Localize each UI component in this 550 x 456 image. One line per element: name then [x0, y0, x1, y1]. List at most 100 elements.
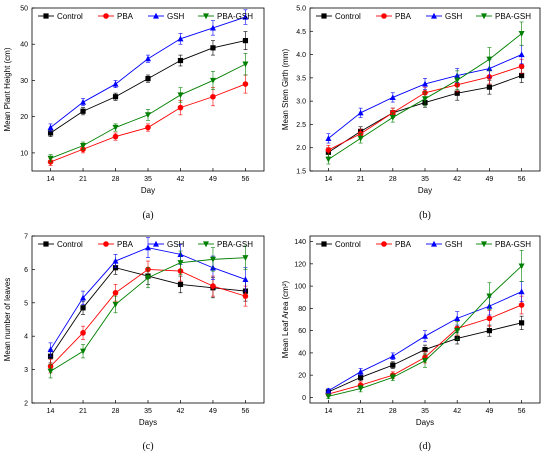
x-tick-label: 49	[486, 408, 494, 415]
y-tick-label: 3	[24, 367, 28, 374]
data-point	[80, 330, 86, 336]
x-tick-label: 56	[242, 408, 250, 415]
legend-marker	[103, 13, 109, 19]
y-tick-label: 3.5	[296, 75, 306, 82]
data-point	[80, 305, 86, 311]
legend-label: PBA	[395, 12, 412, 21]
data-point	[242, 38, 249, 44]
x-axis-label: Days	[416, 418, 434, 427]
data-point	[357, 135, 364, 142]
legend-marker	[103, 241, 109, 247]
y-axis-label: Mean Stem Girth (mm)	[281, 48, 290, 130]
data-point	[177, 35, 184, 42]
x-tick-label: 35	[421, 408, 429, 415]
series-gsh	[47, 9, 249, 132]
data-point	[177, 260, 184, 266]
x-tick-label: 21	[357, 408, 365, 415]
data-point	[210, 283, 216, 289]
legend-label: PBA-GSH	[217, 240, 253, 249]
data-point	[389, 94, 396, 101]
x-tick-label: 56	[518, 408, 526, 415]
data-point	[210, 45, 216, 51]
data-point	[177, 57, 184, 64]
x-tick-label: 49	[209, 408, 217, 415]
x-tick-label: 14	[325, 408, 333, 415]
data-point	[209, 77, 216, 84]
data-point	[112, 133, 119, 140]
y-tick-label: 7	[24, 234, 28, 241]
x-tick-label: 21	[79, 408, 87, 415]
data-point	[389, 353, 396, 359]
y-tick-label: 4.5	[296, 29, 306, 36]
y-tick-label: 50	[20, 6, 28, 13]
x-tick-label: 56	[518, 176, 526, 183]
data-point	[486, 328, 492, 334]
data-point	[80, 294, 87, 301]
data-point	[518, 31, 525, 37]
legend-label: PBA-GSH	[495, 240, 531, 249]
legend-marker	[431, 12, 437, 19]
legend-label: GSH	[167, 240, 185, 249]
data-point	[145, 124, 151, 131]
data-point	[422, 346, 428, 353]
data-point	[80, 98, 87, 105]
data-point	[145, 76, 151, 82]
data-point	[112, 124, 119, 131]
legend: Control PBA GSH PBA-GSH	[316, 240, 531, 249]
x-tick-label: 14	[47, 408, 55, 415]
legend-marker	[431, 240, 437, 247]
legend: Control PBA GSH PBA-GSH	[316, 12, 531, 21]
y-axis-label: Mean Plant Height (cm)	[3, 47, 12, 131]
y-tick-label: 120	[294, 261, 306, 268]
legend-marker	[153, 240, 159, 247]
data-point	[325, 156, 332, 163]
y-tick-label: 60	[298, 328, 306, 335]
y-tick-label: 2	[24, 401, 28, 408]
data-point	[518, 51, 525, 58]
plot-frame	[31, 7, 265, 172]
data-point	[518, 288, 525, 295]
x-tick-label: 14	[325, 176, 333, 183]
legend-label: Control	[335, 240, 361, 249]
data-point	[242, 255, 249, 261]
series-pba-gsh	[325, 250, 525, 400]
x-tick-label: 28	[389, 176, 397, 183]
legend-marker	[153, 12, 159, 19]
series-line	[50, 83, 246, 163]
y-tick-label: 5.0	[296, 6, 306, 13]
data-point	[518, 263, 525, 270]
x-tick-label: 49	[486, 176, 494, 183]
x-axis-label: Day	[141, 186, 155, 195]
panel-label: (c)	[142, 441, 153, 452]
x-tick-label: 28	[389, 408, 397, 415]
data-point	[454, 90, 460, 96]
data-point	[422, 358, 428, 364]
data-point	[486, 315, 493, 322]
data-point	[47, 124, 54, 131]
x-axis-label: Day	[418, 186, 432, 195]
series-gsh	[325, 281, 525, 394]
data-point	[112, 80, 119, 87]
data-point	[325, 387, 332, 394]
data-point	[47, 130, 54, 136]
data-point	[454, 77, 461, 84]
data-point	[358, 374, 364, 380]
data-point	[177, 281, 184, 288]
data-point	[112, 289, 119, 296]
x-tick-label: 42	[453, 176, 461, 183]
legend-label: Control	[57, 12, 83, 21]
y-tick-label: 1.5	[296, 169, 306, 176]
data-point	[325, 135, 332, 141]
legend: Control PBA GSH PBA-GSH	[38, 12, 253, 21]
y-tick-label: 20	[20, 114, 28, 121]
y-tick-label: 100	[294, 284, 306, 291]
data-point	[422, 96, 428, 103]
data-point	[80, 348, 87, 355]
data-point	[325, 147, 332, 153]
data-point	[357, 109, 364, 116]
legend-marker	[481, 13, 487, 20]
y-tick-label: 40	[298, 350, 306, 357]
legend-label: Control	[335, 12, 361, 21]
data-point	[486, 56, 493, 63]
